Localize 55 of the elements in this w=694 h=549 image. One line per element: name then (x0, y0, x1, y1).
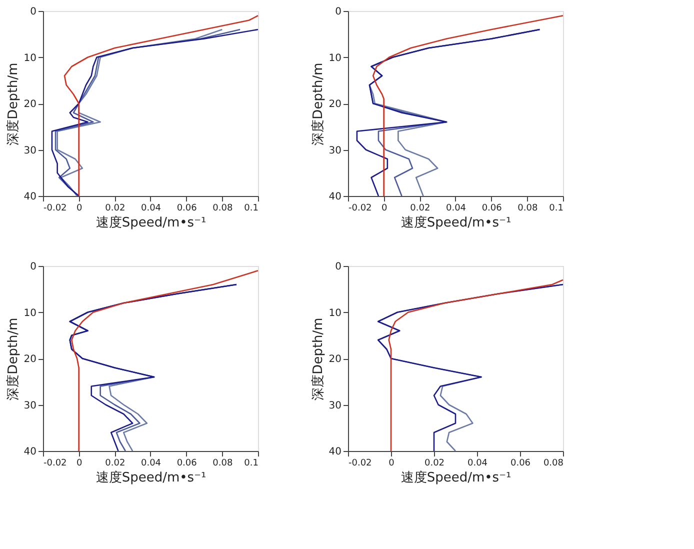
x-tick-label: 0.04 (140, 204, 162, 214)
y-axis-title: 深度Depth/m (4, 318, 21, 400)
y-tick-label: 10 (328, 52, 342, 64)
x-tick-label: 0.08 (518, 204, 538, 214)
y-tick-label: 30 (24, 400, 36, 412)
x-tick-label: 0.06 (482, 204, 502, 214)
x-tick-label: 0.04 (140, 458, 162, 468)
x-tick-label: 0.02 (410, 204, 430, 214)
x-tick-label: 0.06 (176, 204, 198, 214)
x-tick-label: 0.06 (176, 458, 198, 468)
x-tick-label: 0.06 (510, 458, 531, 468)
y-tick-label: 40 (24, 446, 36, 458)
y-axis-title: 深度Depth/m (310, 62, 326, 146)
y-tick-label: 20 (328, 99, 342, 110)
y-tick-label: 10 (24, 52, 36, 64)
y-tick-label: 30 (328, 400, 342, 412)
x-tick-label: 0.1 (549, 204, 564, 214)
y-tick-label: 40 (328, 192, 342, 202)
y-axis-title: 深度Depth/m (310, 318, 326, 400)
y-tick-label: 40 (328, 446, 342, 458)
y-tick-label: 0 (30, 262, 36, 272)
x-tick-label: 0 (76, 458, 82, 468)
y-tick-label: 10 (24, 308, 36, 319)
x-tick-label: 0.04 (446, 204, 466, 214)
x-axis-title: 速度Speed/m•s⁻¹ (96, 214, 206, 230)
x-tick-label: 0.04 (467, 458, 488, 468)
x-tick-label: 0.02 (105, 458, 126, 468)
y-axis-title: 深度Depth/m (4, 62, 21, 146)
x-tick-label: 0.02 (424, 458, 445, 468)
x-tick-label: -0.02 (44, 204, 67, 214)
x-tick-label: 0.1 (244, 458, 258, 468)
y-tick-label: 30 (328, 145, 342, 156)
x-tick-label: -0.02 (348, 458, 372, 468)
x-tick-label: 0.02 (105, 204, 126, 214)
x-tick-label: 0.1 (244, 204, 258, 214)
x-axis-title: 速度Speed/m•s⁻¹ (96, 470, 206, 486)
x-tick-label: -0.02 (348, 204, 372, 214)
y-tick-label: 30 (24, 145, 36, 156)
x-tick-label: 0 (76, 204, 82, 214)
x-tick-label: 0 (388, 458, 395, 468)
y-tick-label: 0 (335, 6, 342, 18)
x-tick-label: 0.08 (543, 458, 564, 468)
x-axis-title: 速度Speed/m•s⁻¹ (400, 214, 512, 230)
y-tick-label: 0 (30, 6, 36, 18)
y-tick-label: 20 (328, 354, 342, 365)
y-tick-label: 0 (335, 262, 342, 272)
x-tick-label: -0.02 (44, 458, 67, 468)
x-tick-label: 0 (381, 204, 388, 214)
y-tick-label: 40 (24, 192, 36, 202)
y-tick-label: 10 (328, 308, 342, 319)
x-axis-title: 速度Speed/m•s⁻¹ (400, 470, 512, 486)
x-tick-label: 0.08 (212, 458, 233, 468)
x-tick-label: 0.08 (212, 204, 233, 214)
y-tick-label: 20 (24, 99, 36, 110)
y-tick-label: 20 (24, 354, 36, 365)
